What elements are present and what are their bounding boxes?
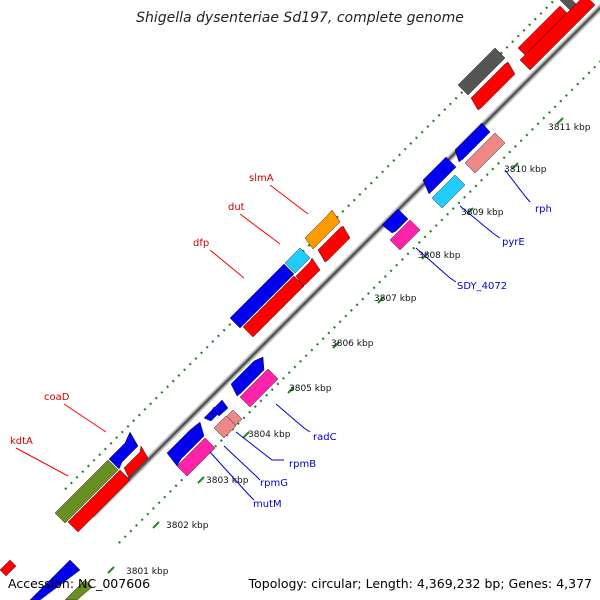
backbone [89, 0, 600, 519]
gene-dfp[interactable] [229, 263, 295, 329]
tick-label-3809: 3809 kbp [461, 208, 504, 218]
genome-summary-text: Topology: circular; Length: 4,369,232 bp… [248, 576, 592, 591]
gene-red-a[interactable] [67, 469, 131, 533]
gene-far-gray[interactable] [457, 47, 506, 96]
gene-mutM[interactable] [176, 437, 216, 477]
gene-kdtA[interactable] [54, 459, 119, 524]
label-radC: radC [313, 432, 337, 443]
label-connectors [15, 169, 531, 501]
gene-red-c[interactable] [242, 275, 305, 338]
gene-red-b[interactable] [123, 445, 149, 479]
gene-radC[interactable] [239, 368, 279, 408]
gene-SDY_4072[interactable] [389, 219, 421, 251]
gene-rpmB[interactable] [226, 409, 243, 426]
label-pyrE: pyrE [502, 237, 525, 248]
gene-rph-arrow[interactable] [454, 122, 491, 163]
accession-text: Accession: NC_007606 [8, 576, 150, 591]
tick-label-3811: 3811 kbp [548, 123, 591, 133]
gene-blue-cutoff[interactable] [29, 559, 81, 600]
tick-label-3808: 3808 kbp [418, 251, 461, 261]
gene-green-cutoff[interactable] [64, 579, 93, 600]
gene-features-inner [166, 122, 506, 477]
gene-rph[interactable] [464, 132, 506, 174]
gene-labels: kdtA coaD dfp dut slmA mutM rpmG rpmB ra… [10, 173, 552, 510]
gene-pyrE-arrow[interactable] [422, 156, 457, 195]
gene-red-e[interactable] [317, 225, 351, 263]
label-mutM: mutM [253, 499, 282, 510]
label-dut: dut [228, 202, 245, 213]
label-rpmB: rpmB [289, 459, 316, 470]
label-slmA: slmA [249, 173, 274, 184]
tick-label-3806: 3806 kbp [331, 339, 374, 349]
gene-pyrE[interactable] [431, 174, 466, 209]
gene-coaD[interactable] [108, 431, 139, 470]
tick-label-3804: 3804 kbp [248, 430, 291, 440]
label-SDY_4072: SDY_4072 [457, 281, 507, 292]
label-kdtA: kdtA [10, 436, 33, 447]
gene-red-cutoff[interactable] [0, 559, 17, 577]
tick-label-3807: 3807 kbp [374, 294, 417, 304]
label-dfp: dfp [193, 238, 209, 249]
gene-red-d[interactable] [295, 257, 321, 287]
gene-radC-arrow[interactable] [230, 356, 265, 397]
gene-rpmB-arrow[interactable] [212, 399, 229, 417]
tick-label-3803: 3803 kbp [206, 476, 249, 486]
label-rph: rph [535, 204, 552, 215]
tick-label-3810: 3810 kbp [504, 165, 547, 175]
gene-rpmG[interactable] [213, 415, 237, 439]
gene-dut[interactable] [284, 247, 311, 274]
tick-label-3801: 3801 kbp [126, 567, 169, 577]
tick-label-3805: 3805 kbp [289, 384, 332, 394]
gene-red-f[interactable] [470, 61, 516, 111]
gene-red-g[interactable] [519, 0, 596, 71]
gene-slmA[interactable] [304, 209, 341, 250]
label-coaD: coaD [44, 392, 70, 403]
tick-label-3802: 3802 kbp [166, 521, 209, 531]
tick-marks [107, 117, 564, 574]
map-title: Shigella dysenteriae Sd197, complete gen… [136, 10, 464, 26]
gene-SDY_4072-arrow[interactable] [381, 208, 409, 234]
label-rpmG: rpmG [260, 478, 288, 489]
tick-labels: 3801 kbp 3802 kbp 3803 kbp 3804 kbp 3805… [126, 123, 591, 577]
